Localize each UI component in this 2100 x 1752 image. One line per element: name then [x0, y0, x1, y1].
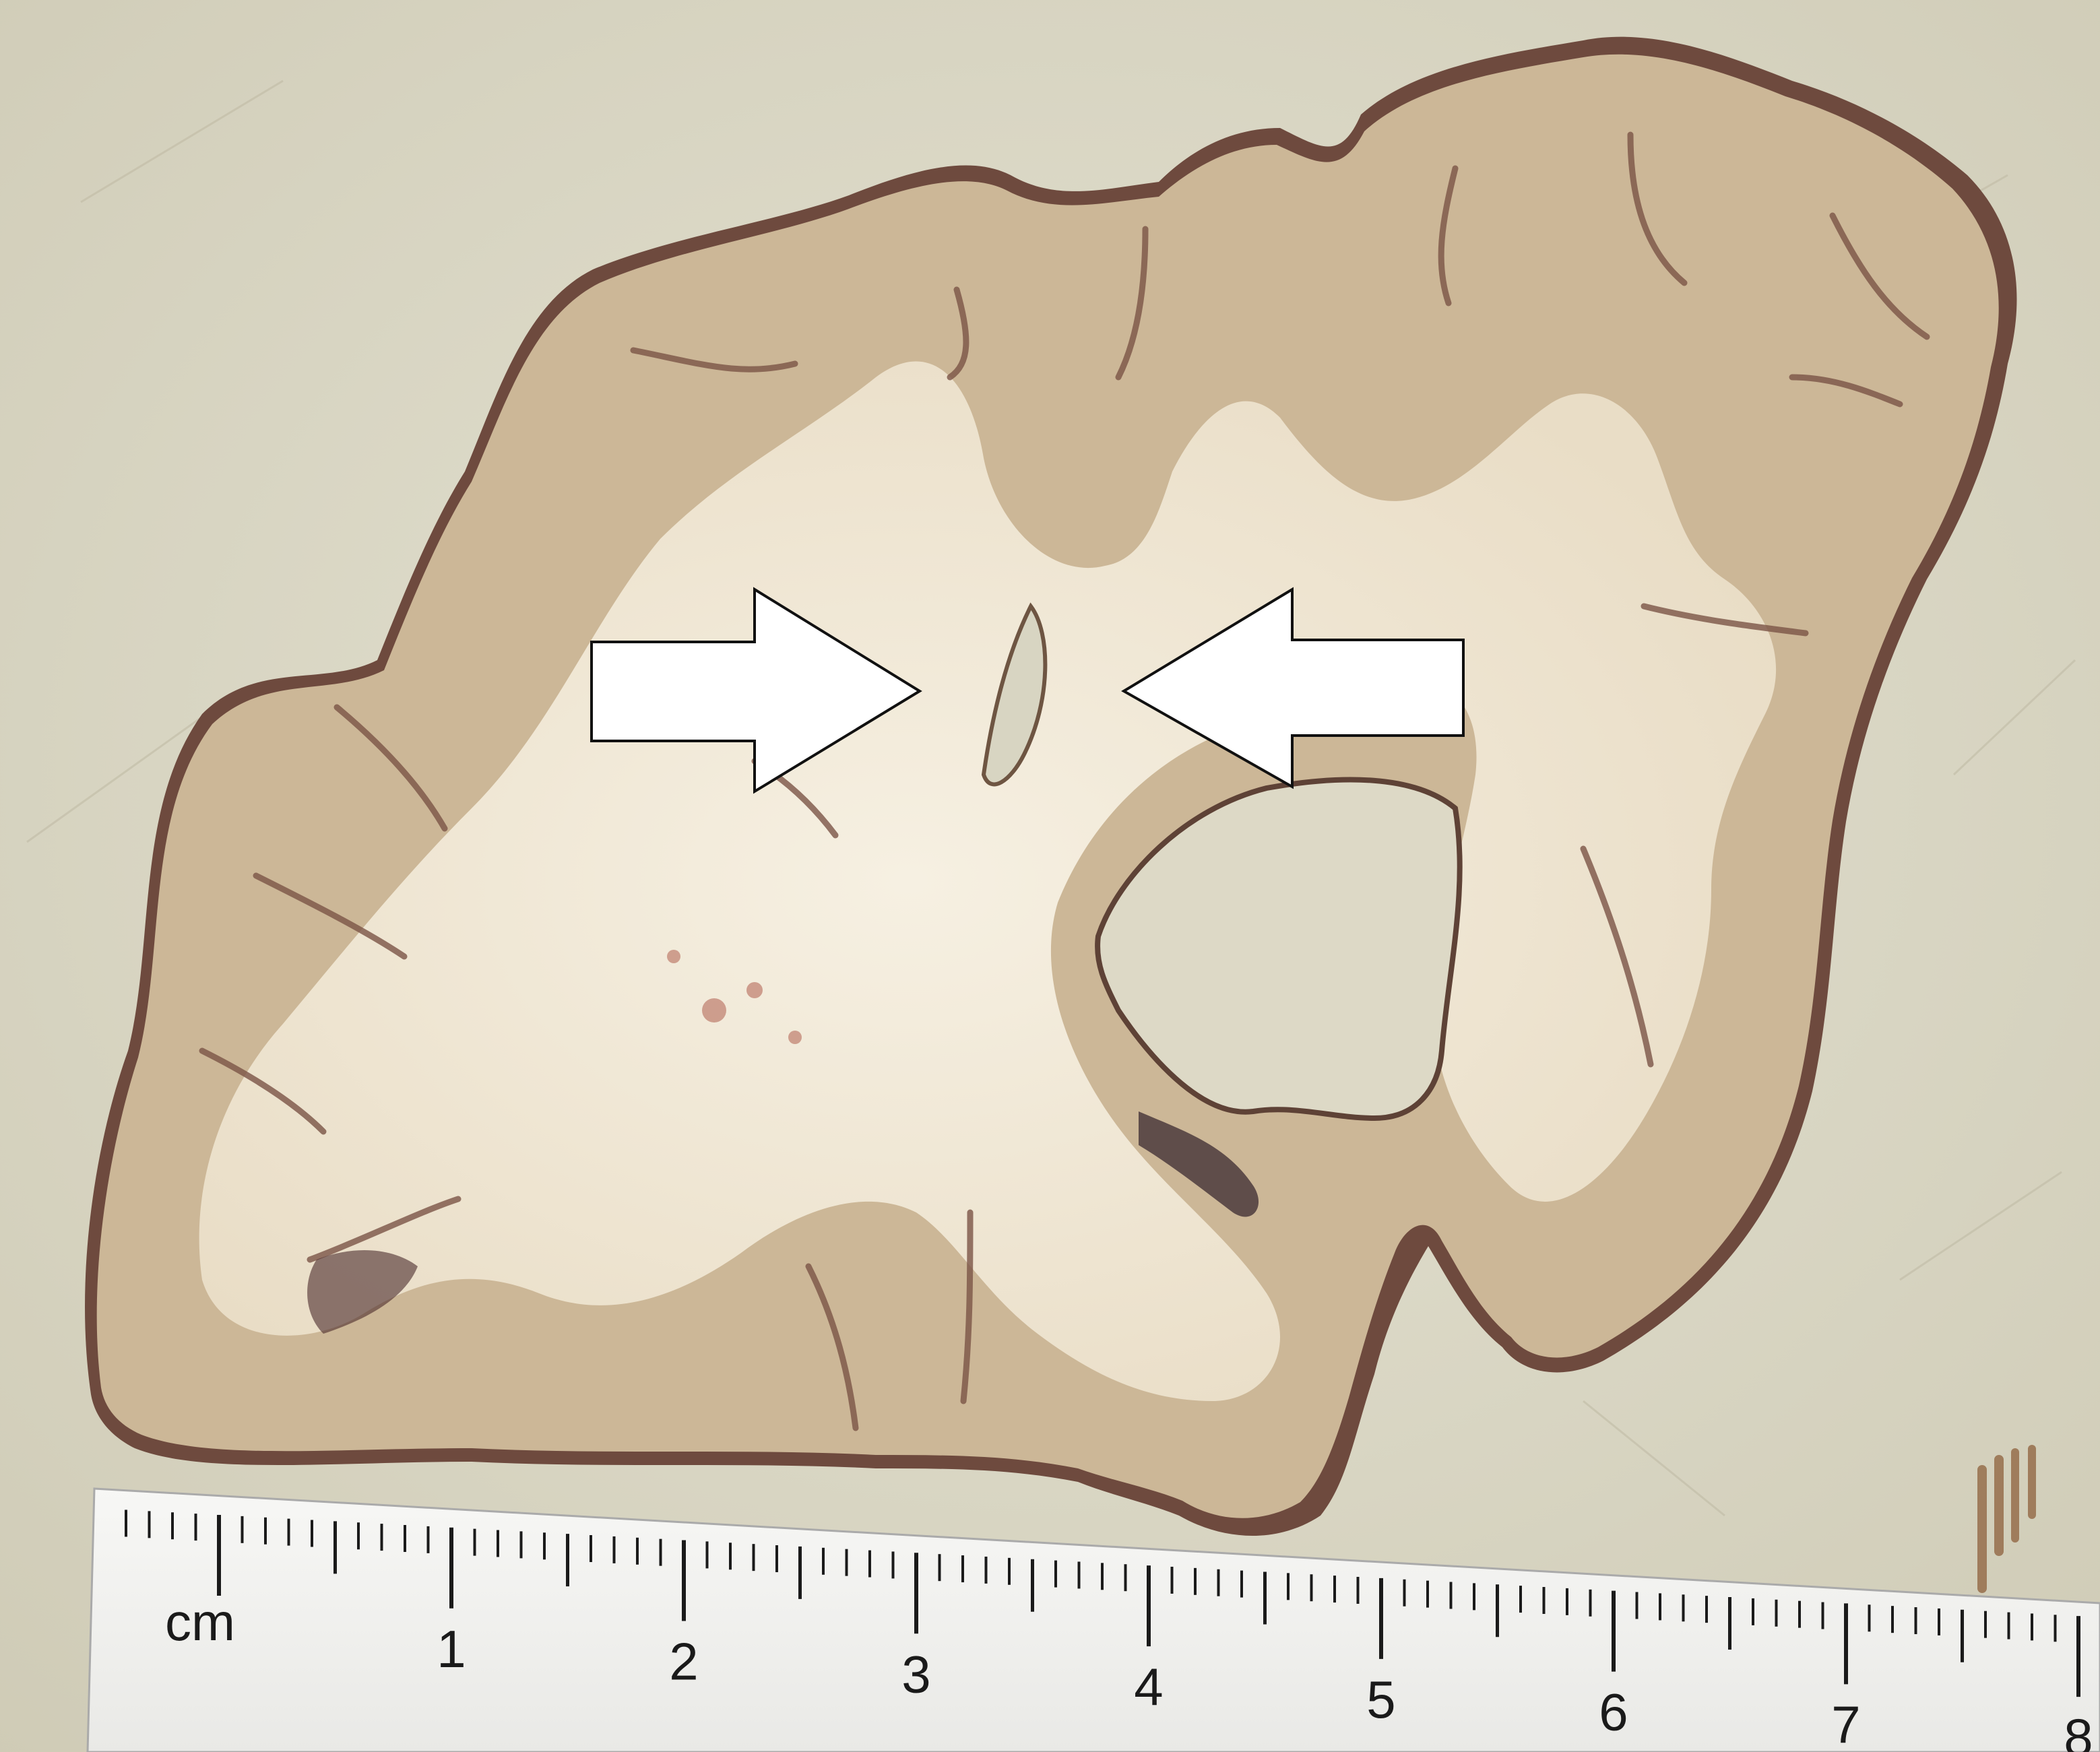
- ruler-label-6: 6: [1599, 1683, 1628, 1742]
- ruler-label-5: 5: [1366, 1670, 1395, 1729]
- ruler-label-4: 4: [1134, 1657, 1163, 1716]
- ruler-label-8: 8: [2064, 1708, 2093, 1752]
- ruler-label-2: 2: [669, 1632, 698, 1691]
- ruler-label-7: 7: [1831, 1695, 1860, 1752]
- ruler-unit-label: cm: [165, 1592, 235, 1652]
- ruler-label-1: 1: [437, 1619, 466, 1679]
- ruler-label-3: 3: [901, 1644, 930, 1704]
